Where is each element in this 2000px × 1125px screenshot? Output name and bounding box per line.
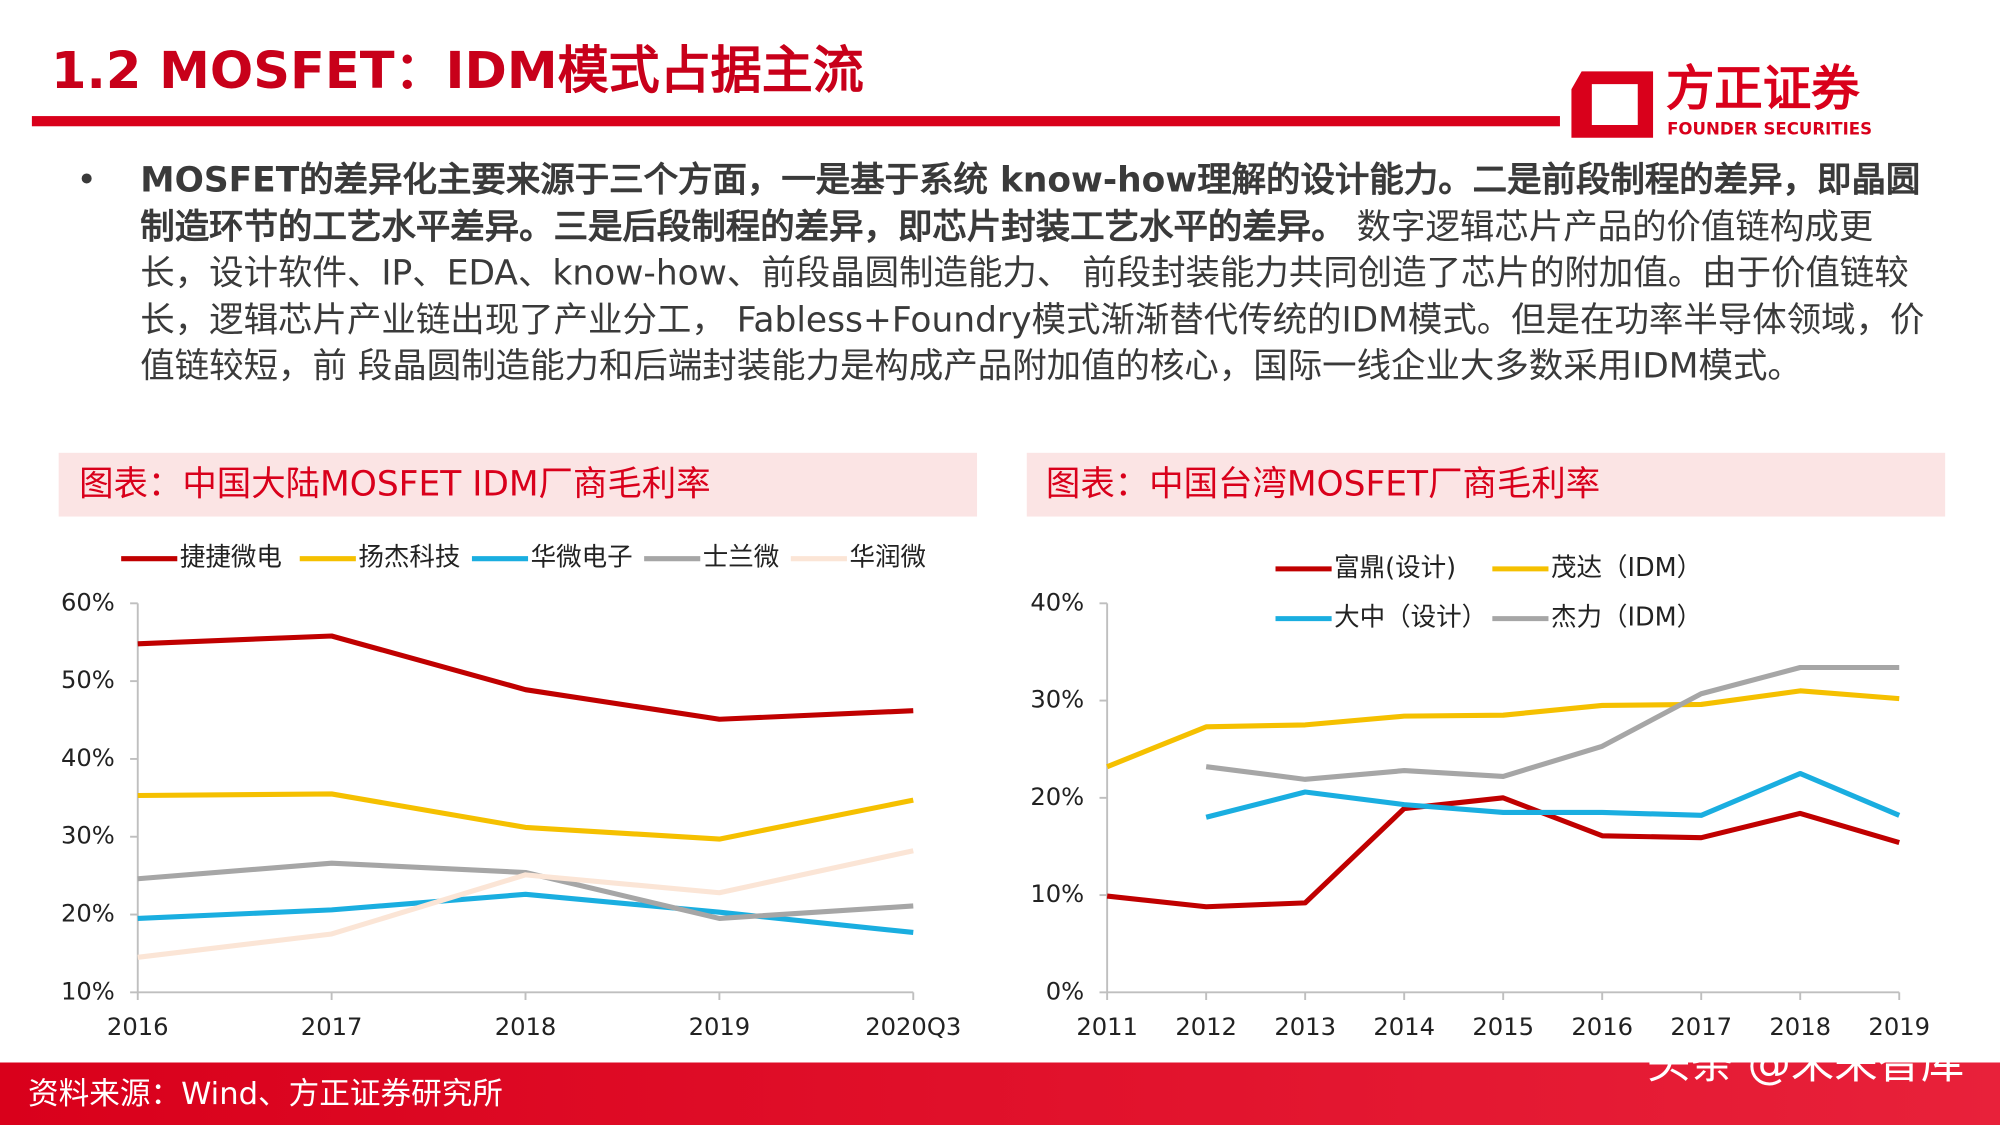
legend-label: 扬杰科技: [358, 543, 460, 573]
x-tick-label: 2017: [301, 1013, 363, 1041]
title-rule: [31, 116, 1560, 127]
x-tick-label: 2018: [1769, 1013, 1831, 1041]
x-tick-label: 2019: [689, 1013, 751, 1041]
y-tick-label: 10%: [61, 977, 115, 1005]
y-tick-label: 40%: [1030, 588, 1084, 616]
x-tick-label: 2013: [1274, 1013, 1336, 1041]
x-tick-label: 2018: [495, 1013, 557, 1041]
series-line: [137, 791, 914, 842]
x-tick-label: 2011: [1076, 1013, 1138, 1041]
x-tick-label: 2016: [1571, 1013, 1633, 1041]
x-tick-label: 2020Q3: [865, 1013, 961, 1041]
series-line: [1106, 688, 1900, 770]
legend-label: 士兰微: [703, 543, 780, 573]
logo-text: 方正证券: [1666, 61, 1860, 117]
series-line: [137, 633, 914, 722]
x-tick-label: 2012: [1175, 1013, 1237, 1041]
body-text: 数字逻辑芯片产品的价值链构成更长，设计软件、IP、EDA、know-how、前段…: [140, 207, 1925, 387]
logo-mark: [1571, 71, 1654, 138]
series-line: [137, 860, 914, 921]
series-line: [1205, 664, 1900, 782]
legend-label: 茂达（IDM）: [1551, 553, 1702, 583]
series-line: [1106, 795, 1900, 910]
y-tick-label: 20%: [61, 900, 115, 928]
y-tick-label: 10%: [1030, 880, 1084, 908]
legend-label: 华微电子: [531, 543, 633, 573]
paragraph: MOSFET的差异化主要来源于三个方面，一是基于系统 know-how理解的设计…: [140, 158, 1926, 391]
y-tick-label: 50%: [61, 666, 115, 694]
series-line: [137, 891, 914, 935]
y-tick-label: 40%: [61, 744, 115, 772]
legend-label: 富鼎(设计): [1334, 553, 1456, 583]
series-line: [1205, 770, 1901, 820]
bullet: •: [76, 160, 97, 201]
legend-label: 华润微: [849, 543, 926, 573]
bold-text: MOSFET的差异化主要来源于三个方面，一是基于系统 know-how理解的设计…: [140, 160, 1921, 247]
page-title: 1.2 MOSFET：IDM模式占据主流: [51, 42, 864, 101]
watermark: 头条 @未来智库: [1647, 1039, 1964, 1089]
y-tick-label: 20%: [1030, 783, 1084, 811]
y-tick-label: 0%: [1046, 977, 1084, 1005]
y-tick-label: 60%: [61, 588, 115, 616]
source: 资料来源：Wind、方正证券研究所: [28, 1077, 503, 1112]
x-tick-label: 2014: [1373, 1013, 1435, 1041]
x-tick-label: 2016: [107, 1013, 169, 1041]
series-line: [137, 848, 914, 960]
x-tick-label: 2017: [1670, 1013, 1732, 1041]
y-tick-label: 30%: [61, 822, 115, 850]
legend-label: 大中（设计）: [1334, 603, 1487, 633]
logo-en: FOUNDER SECURITIES: [1667, 120, 1872, 139]
legend-label: 捷捷微电: [180, 543, 282, 573]
x-tick-label: 2019: [1868, 1013, 1930, 1041]
chart-title-bg: [1026, 452, 1946, 517]
x-tick-label: 2015: [1472, 1013, 1534, 1041]
legend-label: 杰力（IDM）: [1551, 603, 1702, 633]
y-tick-label: 30%: [1030, 686, 1084, 714]
footer-band: [0, 1062, 2000, 1125]
chart-title-bg: [58, 452, 978, 517]
chart-title: 图表：中国大陆MOSFET IDM厂商毛利率: [79, 464, 711, 504]
chart-title: 图表：中国台湾MOSFET厂商毛利率: [1046, 464, 1600, 504]
